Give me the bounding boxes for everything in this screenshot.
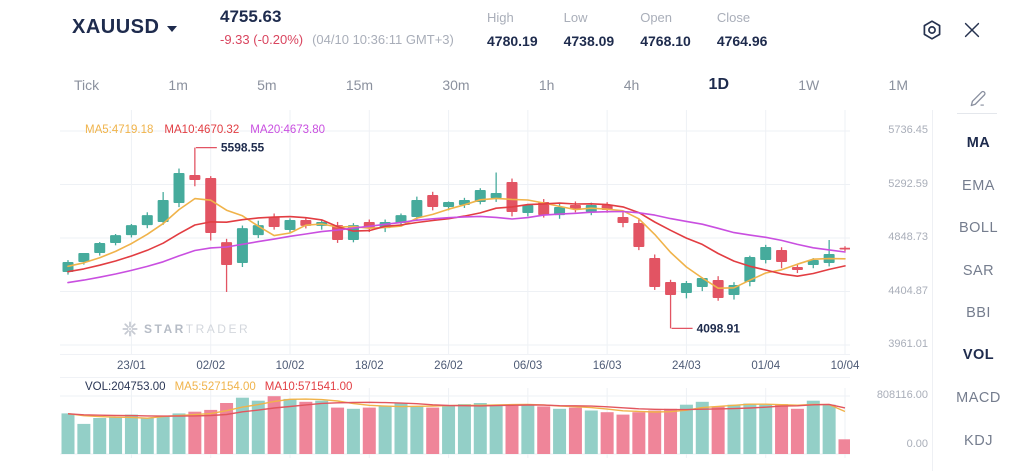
stat-low-value: 4738.09 xyxy=(563,33,615,49)
x-axis-label: 06/03 xyxy=(513,360,543,372)
x-axis-label: 18/02 xyxy=(354,360,384,372)
y-axis-price-label: 4848.73 xyxy=(888,231,928,243)
ma-overlay-labels: MA5:4719.18 MA10:4670.32 MA20:4673.80 xyxy=(85,124,325,136)
settings-button[interactable] xyxy=(920,18,944,42)
stat-open-label: Open xyxy=(640,10,673,25)
tf-1d-active[interactable]: 1D xyxy=(708,76,729,93)
vol-value-label: VOL:204753.00 xyxy=(85,381,166,393)
stat-close-value: 4764.96 xyxy=(716,33,768,49)
y-axis-price-label: 5736.45 xyxy=(888,124,928,136)
edit-indicators-button[interactable] xyxy=(932,60,1024,110)
y-axis-volume-label: 0.00 xyxy=(906,438,928,450)
x-axis-label: 10/04 xyxy=(830,360,860,372)
stat-low-label: Low xyxy=(563,10,588,25)
volume-overlay-labels: VOL:204753.00 MA5:527154.00 MA10:571541.… xyxy=(85,381,352,393)
indicator-sar[interactable]: SAR xyxy=(962,263,995,279)
indicator-macd[interactable]: MACD xyxy=(956,390,1001,406)
ma10-label: MA10:4670.32 xyxy=(164,124,240,136)
y-axis-price-label: 3961.01 xyxy=(888,338,928,350)
timestamp: (04/10 10:36:11 GMT+3) xyxy=(312,32,454,47)
last-price: 4755.63 xyxy=(220,7,282,26)
tf-15m[interactable]: 15m xyxy=(345,77,374,93)
star-logo-icon xyxy=(122,321,138,337)
indicator-ema[interactable]: EMA xyxy=(962,178,995,194)
stat-close: Close 4764.96 xyxy=(717,10,768,49)
indicator-bbi[interactable]: BBI xyxy=(966,305,991,321)
sidebar-divider xyxy=(957,113,997,114)
indicator-vol[interactable]: VOL xyxy=(962,347,995,363)
price-annotation: 5598.55 xyxy=(221,141,265,155)
close-button[interactable] xyxy=(960,18,984,42)
price-change: -9.33 (-0.20%) xyxy=(220,32,304,47)
stat-low: Low 4738.09 xyxy=(564,10,615,49)
watermark-text-star: STAR xyxy=(144,322,186,336)
pencil-icon xyxy=(970,90,986,107)
indicator-sidebar: MA EMA BOLL SAR BBI VOL MACD KDJ xyxy=(932,110,1024,471)
chart-header: XAUUSD 4755.63 -9.33 (-0.20%) (04/10 10:… xyxy=(0,0,1024,60)
tf-1m[interactable]: 1m xyxy=(168,77,188,93)
indicator-boll[interactable]: BOLL xyxy=(958,220,999,236)
y-axis-price-label: 5292.59 xyxy=(888,177,928,190)
volume-chart[interactable] xyxy=(60,388,850,458)
chart-panel[interactable]: MA5:4719.18 MA10:4670.32 MA20:4673.80 55… xyxy=(60,110,932,471)
price-annotation: 4098.91 xyxy=(697,321,741,335)
stat-open: Open 4768.10 xyxy=(640,10,691,49)
x-axis-label: 26/02 xyxy=(434,360,463,372)
gear-icon xyxy=(923,20,941,40)
x-axis: 23/01 02/02 10/02 18/02 26/02 06/03 16/03 24/03… xyxy=(60,354,859,378)
ma20-label: MA20:4673.80 xyxy=(250,124,326,136)
vol-ma10-label: MA10:571541.00 xyxy=(264,381,353,393)
x-axis-label: 23/01 xyxy=(117,360,146,372)
y-axis-price-label: 4404.87 xyxy=(888,284,928,297)
indicator-ma[interactable]: MA xyxy=(966,135,991,151)
watermark: STARTRADER xyxy=(122,320,250,338)
stat-high-value: 4780.19 xyxy=(487,33,538,49)
stat-high-label: High xyxy=(487,10,514,25)
tf-5m[interactable]: 5m xyxy=(257,77,277,93)
stat-close-label: Close xyxy=(716,10,751,25)
y-axis-volume-label: 808116.00 xyxy=(876,389,928,401)
close-icon xyxy=(964,22,980,38)
candlestick-chart[interactable]: 5598.55 4098.91 xyxy=(60,110,850,354)
tf-tick[interactable]: Tick xyxy=(74,77,100,93)
tf-1w[interactable]: 1W xyxy=(798,77,820,93)
tf-30m[interactable]: 30m xyxy=(442,77,470,93)
x-axis-label: 10/02 xyxy=(275,360,305,372)
indicator-kdj[interactable]: KDJ xyxy=(964,433,993,449)
stat-open-value: 4768.10 xyxy=(640,33,691,49)
timeframe-bar: Tick 1m 5m 15m 30m 1h 4h 1D 1W 1M xyxy=(0,60,1024,110)
x-axis-label: 02/02 xyxy=(196,360,226,372)
tf-4h[interactable]: 4h xyxy=(623,77,640,93)
ohlc-stats: High 4780.19 Low 4738.09 Open 4768.10 Cl… xyxy=(487,10,767,49)
tf-1h[interactable]: 1h xyxy=(538,77,555,93)
stat-high: High 4780.19 xyxy=(487,10,538,49)
x-axis-label: 01/04 xyxy=(751,360,781,372)
symbol-selector[interactable]: XAUUSD xyxy=(72,16,178,39)
x-axis-label: 16/03 xyxy=(592,360,622,372)
tf-1m-month[interactable]: 1M xyxy=(888,77,908,93)
x-axis-label: 24/03 xyxy=(672,360,701,372)
watermark-text-trader: TRADER xyxy=(185,322,251,336)
vol-ma5-label: MA5:527154.00 xyxy=(174,381,256,393)
chevron-down-icon xyxy=(167,26,178,32)
symbol-name: XAUUSD xyxy=(72,16,160,38)
ma5-label: MA5:4719.18 xyxy=(85,124,154,136)
price-block: 4755.63 -9.33 (-0.20%) (04/10 10:36:11 G… xyxy=(220,7,454,47)
